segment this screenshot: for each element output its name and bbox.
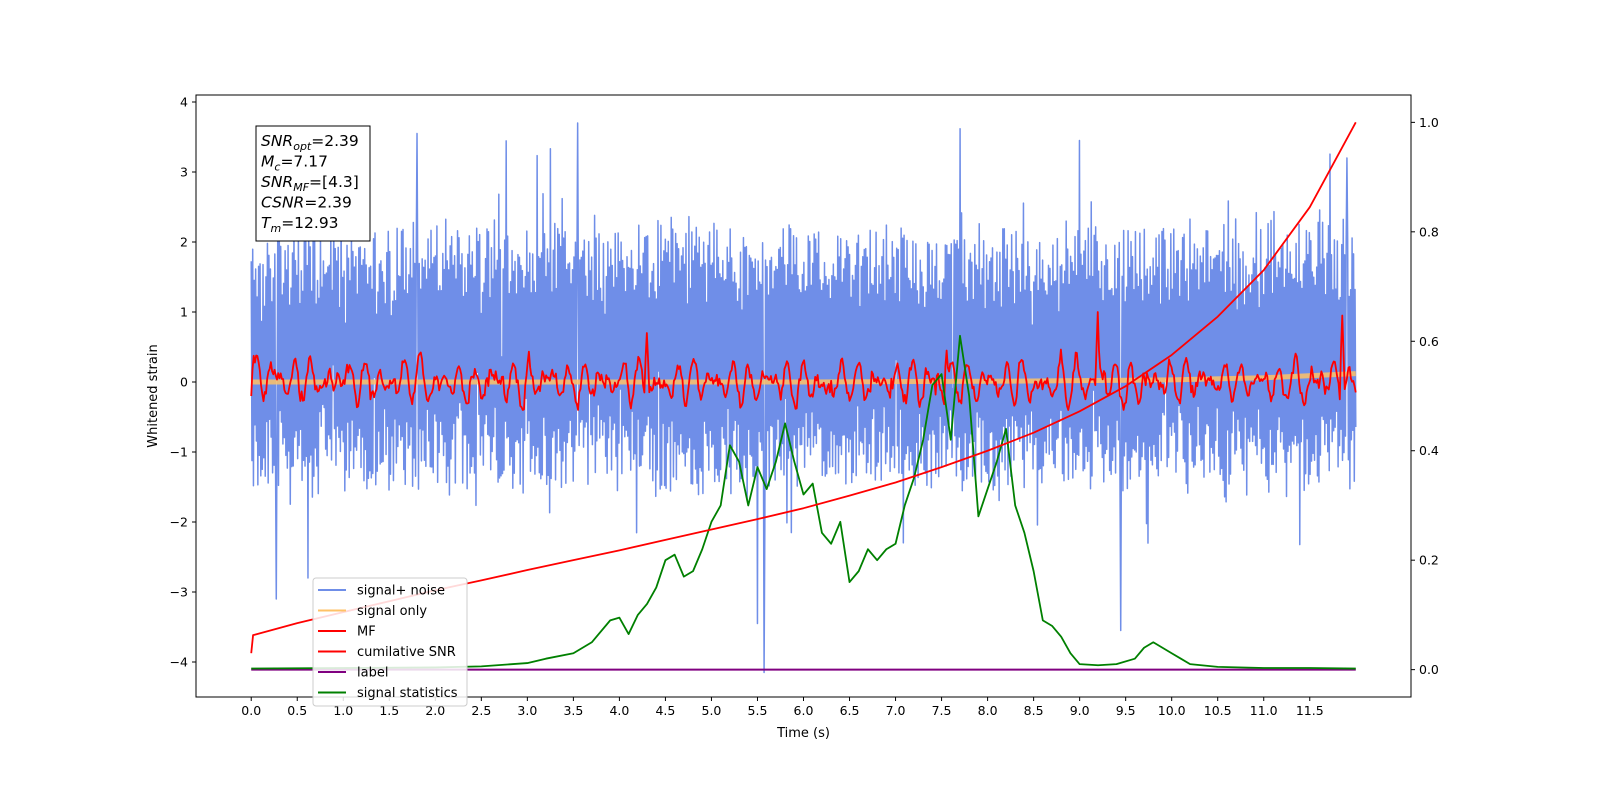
info-value: =[4.3] [309,173,359,191]
x-tick-label: 0.0 [241,703,261,718]
x-tick-label: 5.0 [702,703,722,718]
y2-tick-label: 0.4 [1419,443,1439,458]
y-tick-label: 1 [180,305,188,320]
x-tick-label: 10.5 [1204,703,1232,718]
x-tick-label: 7.0 [886,703,906,718]
y-tick-label: 3 [180,165,188,180]
legend-frame [312,577,468,707]
legend-label-label: label [357,666,388,681]
x-tick-label: 11.5 [1296,703,1324,718]
series-mf-line [250,311,1357,411]
info-subscript: m [270,222,281,235]
x-tick-label: 8.0 [978,703,998,718]
y-tick-label: −3 [170,585,188,600]
info-box-frame [255,125,371,242]
x-tick-label: 3.5 [563,703,583,718]
x-tick-label: 9.0 [1070,703,1090,718]
x-tick-label: 3.0 [517,703,537,718]
info-symbol: SNR [261,173,293,191]
legend-label-mf: MF [357,625,376,640]
info-line-2: SNRMF=[4.3] [261,173,359,194]
x-tick-label: 9.5 [1116,703,1136,718]
info-value: =7.17 [280,153,328,171]
legend-label-signal-noise: signal+ noise [357,584,445,599]
x-tick-label: 2.0 [425,703,445,718]
info-box: SNRopt=2.39Mc=7.17SNRMF=[4.3]CSNR=2.39Tm… [255,125,371,242]
x-tick-label: 11.0 [1250,703,1278,718]
info-line-0: SNRopt=2.39 [261,132,359,153]
info-value: =12.93 [281,214,338,232]
x-tick-label: 10.0 [1158,703,1186,718]
y-tick-label: 2 [180,235,188,250]
legend-label-signal-statistics: signal statistics [357,686,458,701]
info-subscript: c [274,161,280,174]
y2-tick-label: 0.8 [1419,224,1439,239]
x-tick-label: 4.0 [609,703,629,718]
info-symbol: SNR [261,132,293,150]
legend: signal+ noise signal only MF cumilative SNR… [312,577,468,707]
x-tick-label: 1.0 [333,703,353,718]
info-subscript: MF [293,181,309,194]
series-signal-noise-line [250,122,1357,674]
y2-tick-label: 0.6 [1419,334,1439,349]
x-tick-label: 4.5 [655,703,675,718]
y-tick-label: −4 [170,655,188,670]
y-tick-label: 4 [180,95,188,110]
info-subscript: opt [293,140,312,153]
y-tick-label: −1 [170,445,188,460]
y2-tick-label: 1.0 [1419,115,1439,130]
info-line-4: Tm=12.93 [261,214,339,235]
info-symbol: T [261,214,272,232]
info-value: =2.39 [311,132,359,150]
info-line-3: CSNR=2.39 [261,194,352,212]
x-tick-label: 6.5 [840,703,860,718]
y-axis-label: Whitened strain [146,344,161,447]
x-tick-label: 2.5 [471,703,491,718]
info-symbol: CSNR [261,194,304,212]
y2-tick-label: 0.0 [1419,662,1439,677]
legend-label-cumilative-snr: cumilative SNR [357,645,456,660]
x-tick-label: 7.5 [932,703,952,718]
info-value: =2.39 [304,194,352,212]
x-tick-label: 1.5 [379,703,399,718]
x-tick-label: 5.5 [748,703,768,718]
x-tick-label: 0.5 [287,703,307,718]
y-tick-label: −2 [170,515,188,530]
y2-tick-label: 0.2 [1419,553,1439,568]
ticks-layer: 0.0 0.5 1.0 1.5 2.0 2.5 3.0 3.5 4.0 4.5 5.0 5.5 6.0 6… [170,95,1439,719]
y-tick-label: 0 [180,375,188,390]
x-tick-label: 8.5 [1024,703,1044,718]
info-symbol: M [261,153,274,171]
series-signal-only-line [251,371,1356,385]
legend-label-signal-only: signal only [357,604,427,619]
series-signal-statistics-line [251,334,1356,670]
x-axis-label: Time (s) [776,726,830,741]
info-line-1: Mc=7.17 [261,153,328,174]
x-tick-label: 6.0 [794,703,814,718]
